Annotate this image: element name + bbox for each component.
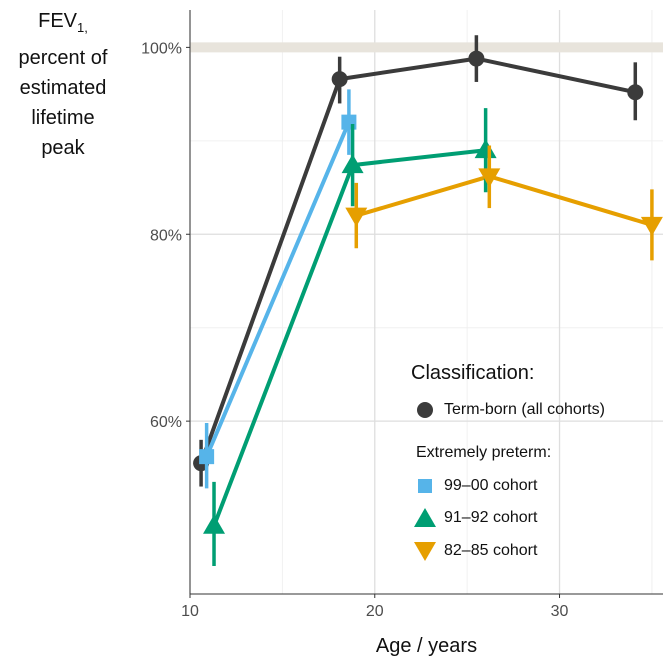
y-tick-label: 60% <box>150 414 182 431</box>
legend-label: 99–00 cohort <box>444 477 538 494</box>
data-point-circle <box>468 50 485 67</box>
legend-subtitle: Extremely preterm: <box>416 444 552 461</box>
legend-title: Classification: <box>411 362 535 384</box>
y-axis-label-line: peak <box>41 137 85 159</box>
legend-item-99-00: 99–00 cohort <box>412 472 537 500</box>
data-point-square <box>199 449 215 465</box>
y-axis-label-line: estimated <box>19 77 107 99</box>
legend-square-marker <box>418 479 432 493</box>
data-point-circle <box>331 71 348 88</box>
data-point-triangle-up <box>474 139 497 159</box>
legend-item-91-92: 91–92 cohort <box>412 504 537 532</box>
data-point-triangle-down <box>640 216 663 236</box>
x-tick-label: 30 <box>551 603 569 620</box>
y-tick-label: 100% <box>141 40 182 57</box>
data-point-circle <box>627 84 644 101</box>
series-line <box>355 174 653 227</box>
legend-item-term-born: Term-born (all cohorts) <box>412 396 605 424</box>
series-line <box>199 56 636 464</box>
legend-label: 82–85 cohort <box>444 542 538 559</box>
series-line <box>204 121 351 458</box>
legend-label: Term-born (all cohorts) <box>444 401 605 418</box>
data-point-triangle-down <box>478 168 501 188</box>
data-point-triangle-up <box>341 154 364 174</box>
y-axis-label-line: percent of <box>18 47 108 69</box>
x-tick-label: 10 <box>181 603 199 620</box>
legend-triangle-down-marker <box>414 542 436 561</box>
x-axis-label: Age / years <box>376 635 477 656</box>
y-tick-label: 80% <box>150 227 182 244</box>
legend-item-82-85: 82–85 cohort <box>412 537 537 565</box>
y-axis-label-main: FEV1, <box>38 10 88 35</box>
legend-triangle-up-marker <box>414 508 436 527</box>
y-axis-label: FEV1, percent of estimated lifetime peak <box>4 6 122 163</box>
data-point-triangle-up <box>203 514 226 534</box>
legend-circle-marker <box>417 402 433 418</box>
series-line <box>212 148 486 527</box>
x-tick-label: 20 <box>366 603 384 620</box>
legend-label: 91–92 cohort <box>444 509 538 526</box>
data-point-triangle-down <box>345 207 368 227</box>
y-axis-label-line: lifetime <box>31 107 95 129</box>
